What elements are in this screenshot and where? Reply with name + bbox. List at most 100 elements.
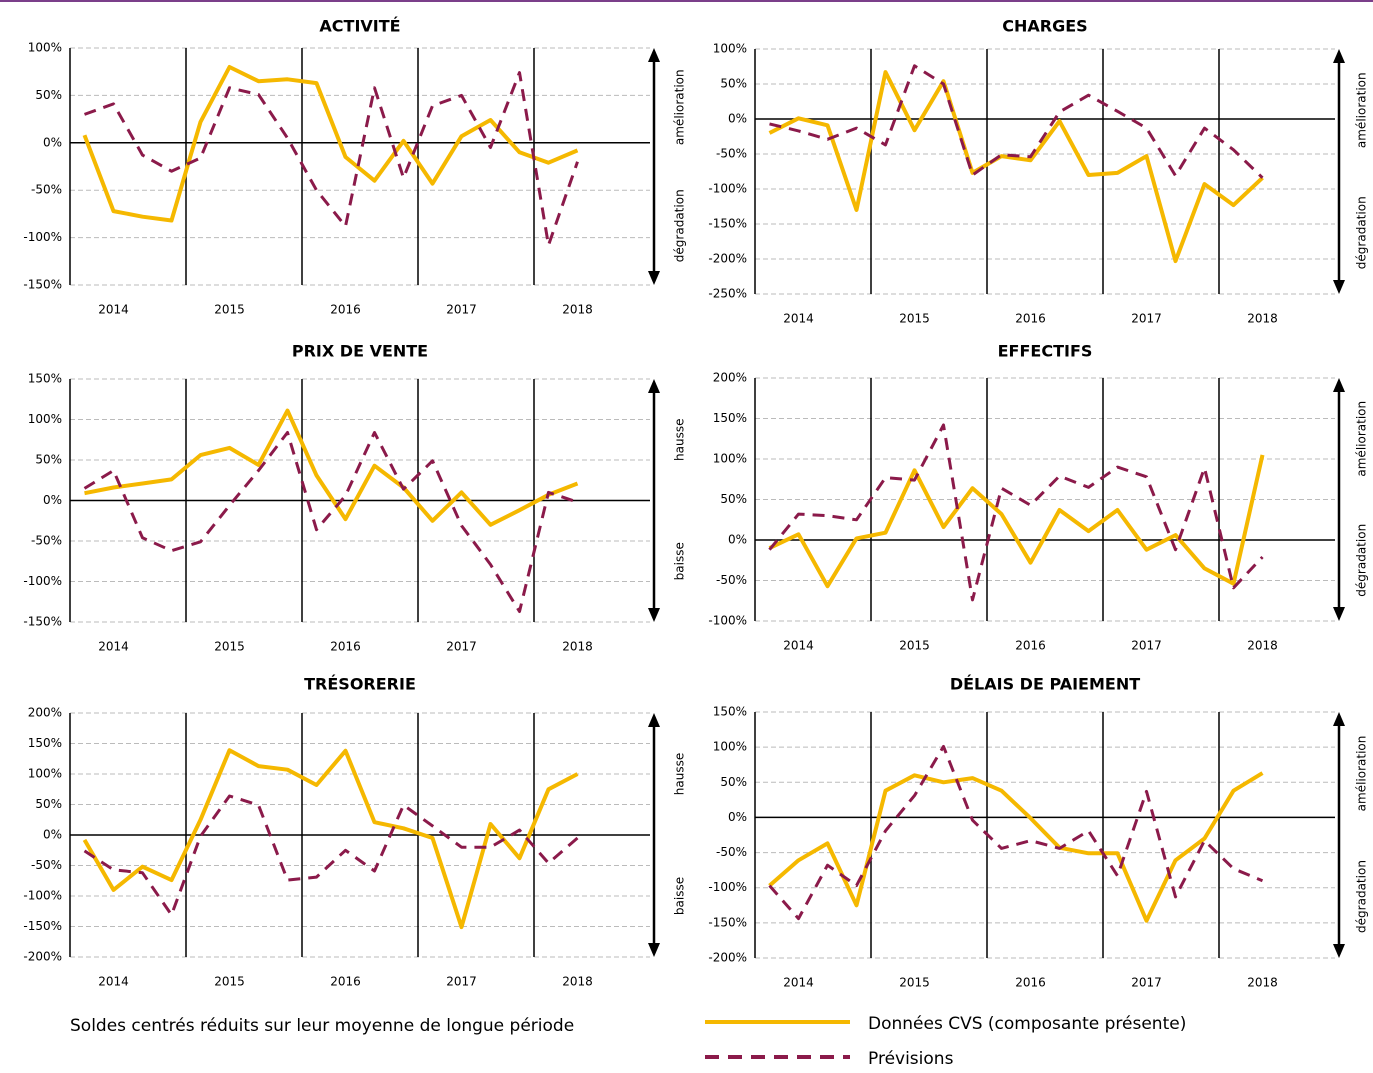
arrow-label: hausse [673,753,687,795]
y-tick-label: 150% [713,705,747,719]
x-tick-label: 2018 [562,975,593,989]
x-tick-label: 2018 [562,303,593,317]
series-line [768,70,1264,264]
x-tick-label: 2014 [783,976,814,990]
y-tick-label: 50% [35,797,62,811]
chart-title: EFFECTIFS [998,342,1093,361]
y-tick-label: 100% [713,740,747,754]
arrow-label: dégradation [1355,524,1369,597]
y-tick-label: 0% [43,135,62,149]
y-tick-label: -100% [708,880,747,894]
y-tick-label: 200% [713,371,747,385]
y-tick-label: 50% [720,77,747,91]
arrow-label: baisse [673,542,687,580]
series-line [768,771,1264,923]
y-tick-label: 50% [720,492,747,506]
x-tick-label: 2017 [1131,976,1162,990]
x-tick-label: 2018 [1247,639,1278,653]
y-tick-label: 100% [713,42,747,56]
y-tick-label: -100% [23,574,62,588]
y-tick-label: -150% [708,915,747,929]
arrow-head [1333,607,1345,621]
x-tick-label: 2017 [1131,639,1162,653]
x-tick-label: 2014 [98,640,129,654]
arrow-head [648,608,660,622]
arrow-label: amélioration [1355,401,1369,477]
x-tick-label: 2014 [783,639,814,653]
chart-title: DÉLAIS DE PAIEMENT [950,675,1140,694]
arrow-head [1333,712,1345,726]
y-tick-label: 200% [28,706,62,720]
y-tick-label: -50% [31,858,62,872]
y-tick-label: 100% [28,41,62,55]
series-line [769,64,1264,179]
x-tick-label: 2015 [214,303,245,317]
x-tick-label: 2016 [330,303,361,317]
x-tick-label: 2018 [1247,312,1278,326]
arrow-head [648,271,660,285]
y-tick-label: -150% [23,278,62,292]
y-tick-label: -100% [23,889,62,903]
y-tick-label: -200% [23,950,62,964]
x-tick-label: 2015 [899,976,930,990]
y-tick-label: -250% [708,287,747,301]
arrow-head [648,48,660,62]
x-tick-label: 2015 [899,312,930,326]
y-tick-label: 0% [43,493,62,507]
y-tick-label: -50% [31,534,62,548]
arrow-label: hausse [673,419,687,461]
y-tick-label: 100% [713,452,747,466]
y-tick-label: 0% [43,828,62,842]
y-tick-label: 150% [28,372,62,386]
y-tick-label: 50% [35,453,62,467]
legend-entry: Données CVS (composante présente) [868,1014,1186,1034]
series-line [768,423,1264,602]
y-tick-label: -50% [31,183,62,197]
y-tick-label: 150% [28,736,62,750]
legend-entry: Prévisions [868,1049,954,1069]
y-tick-label: -100% [708,182,747,196]
arrow-head [648,379,660,393]
x-tick-label: 2017 [446,303,477,317]
note: Soldes centrés réduits sur leur moyenne … [70,1016,574,1036]
series-line [82,65,579,223]
series-line [768,454,1265,589]
arrow-head [1333,49,1345,63]
x-tick-label: 2016 [1015,312,1046,326]
x-tick-label: 2016 [1015,639,1046,653]
x-tick-label: 2016 [1015,976,1046,990]
y-tick-label: -150% [23,919,62,933]
y-tick-label: 50% [720,775,747,789]
y-tick-label: 150% [713,411,747,425]
x-tick-label: 2018 [562,640,593,654]
x-tick-label: 2014 [783,312,814,326]
y-tick-label: 100% [28,412,62,426]
arrow-head [1333,944,1345,958]
arrow-head [1333,280,1345,294]
arrow-label: amélioration [673,69,687,145]
y-tick-label: -100% [23,230,62,244]
y-tick-label: 50% [35,88,62,102]
x-tick-label: 2016 [330,640,361,654]
chart-title: TRÉSORERIE [304,675,416,694]
y-tick-label: -100% [708,614,747,628]
arrow-label: dégradation [1355,860,1369,933]
y-tick-label: -200% [708,951,747,965]
y-tick-label: -50% [716,573,747,587]
chart-title: PRIX DE VENTE [292,342,428,361]
y-tick-label: -150% [708,217,747,231]
chart-title: ACTIVITÉ [319,17,400,36]
y-tick-label: -150% [23,615,62,629]
arrow-label: amélioration [1355,72,1369,148]
arrow-label: baisse [673,877,687,915]
arrow-head [648,713,660,727]
y-tick-label: -50% [716,147,747,161]
x-tick-label: 2017 [446,975,477,989]
x-tick-label: 2014 [98,303,129,317]
x-tick-label: 2017 [1131,312,1162,326]
x-tick-label: 2015 [214,640,245,654]
arrow-head [648,943,660,957]
chart-title: CHARGES [1002,17,1087,36]
y-tick-label: 0% [728,810,747,824]
